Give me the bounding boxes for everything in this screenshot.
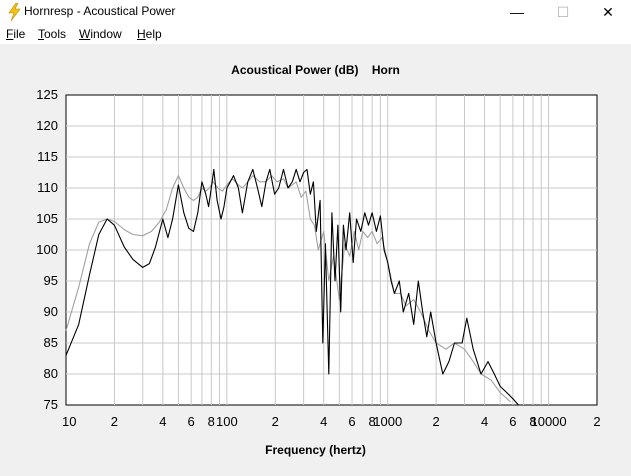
x-tick-label: 100 xyxy=(216,414,238,429)
x-tick-label: 8 xyxy=(208,414,215,429)
menu-help[interactable]: Help xyxy=(137,27,162,41)
x-axis-label: Frequency (hertz) xyxy=(265,443,366,457)
maximize-icon: ☐ xyxy=(556,3,570,20)
menu-window[interactable]: Window xyxy=(79,27,122,41)
x-tick-label: 4 xyxy=(159,414,166,429)
x-tick-label: 10 xyxy=(62,414,76,429)
menu-file[interactable]: File xyxy=(6,27,26,41)
close-button[interactable]: ✕ xyxy=(585,0,631,24)
minimize-icon: — xyxy=(510,4,524,20)
x-tick-label: 8 xyxy=(369,414,376,429)
x-tick-label: 8 xyxy=(529,414,536,429)
x-tick-label: 2 xyxy=(111,414,118,429)
y-tick-label: 80 xyxy=(44,366,58,381)
x-tick-label: 6 xyxy=(348,414,355,429)
y-tick-label: 85 xyxy=(44,335,58,350)
y-tick-label: 120 xyxy=(36,118,58,133)
menu-bar: File Tools Window Help xyxy=(0,24,631,44)
y-tick-label: 125 xyxy=(36,87,58,102)
x-tick-label: 6 xyxy=(509,414,516,429)
y-tick-label: 100 xyxy=(36,242,58,257)
secondary-power-trace xyxy=(65,175,511,403)
y-tick-labels: 125 120 115 110 105 100 95 90 85 80 75 xyxy=(36,87,58,412)
maximize-button[interactable]: ☐ xyxy=(540,0,586,24)
x-tick-label: 1000 xyxy=(373,414,402,429)
chart-title: Acoustical Power (dB) Horn xyxy=(231,63,400,77)
x-tick-label: 2 xyxy=(433,414,440,429)
close-icon: ✕ xyxy=(602,3,614,20)
lightning-bolt-icon xyxy=(8,3,21,21)
window-title: Hornresp - Acoustical Power xyxy=(24,4,176,18)
x-tick-label: 10000 xyxy=(530,414,566,429)
y-tick-label: 95 xyxy=(44,273,58,288)
series-group xyxy=(65,168,519,406)
menu-tools[interactable]: Tools xyxy=(38,27,67,41)
y-tick-label: 90 xyxy=(44,304,58,319)
y-tick-label: 110 xyxy=(37,180,58,195)
primary-power-trace xyxy=(65,168,519,406)
minimize-button[interactable]: — xyxy=(494,0,540,24)
y-tick-label: 105 xyxy=(36,211,58,226)
x-tick-label: 2 xyxy=(593,414,600,429)
x-tick-label: 4 xyxy=(320,414,327,429)
y-tick-label: 75 xyxy=(44,397,58,412)
title-bar: Hornresp - Acoustical Power — ☐ ✕ xyxy=(0,0,631,24)
x-tick-label: 2 xyxy=(272,414,279,429)
x-tick-label: 6 xyxy=(188,414,195,429)
x-tick-label: 4 xyxy=(481,414,488,429)
y-tick-label: 115 xyxy=(37,149,58,164)
